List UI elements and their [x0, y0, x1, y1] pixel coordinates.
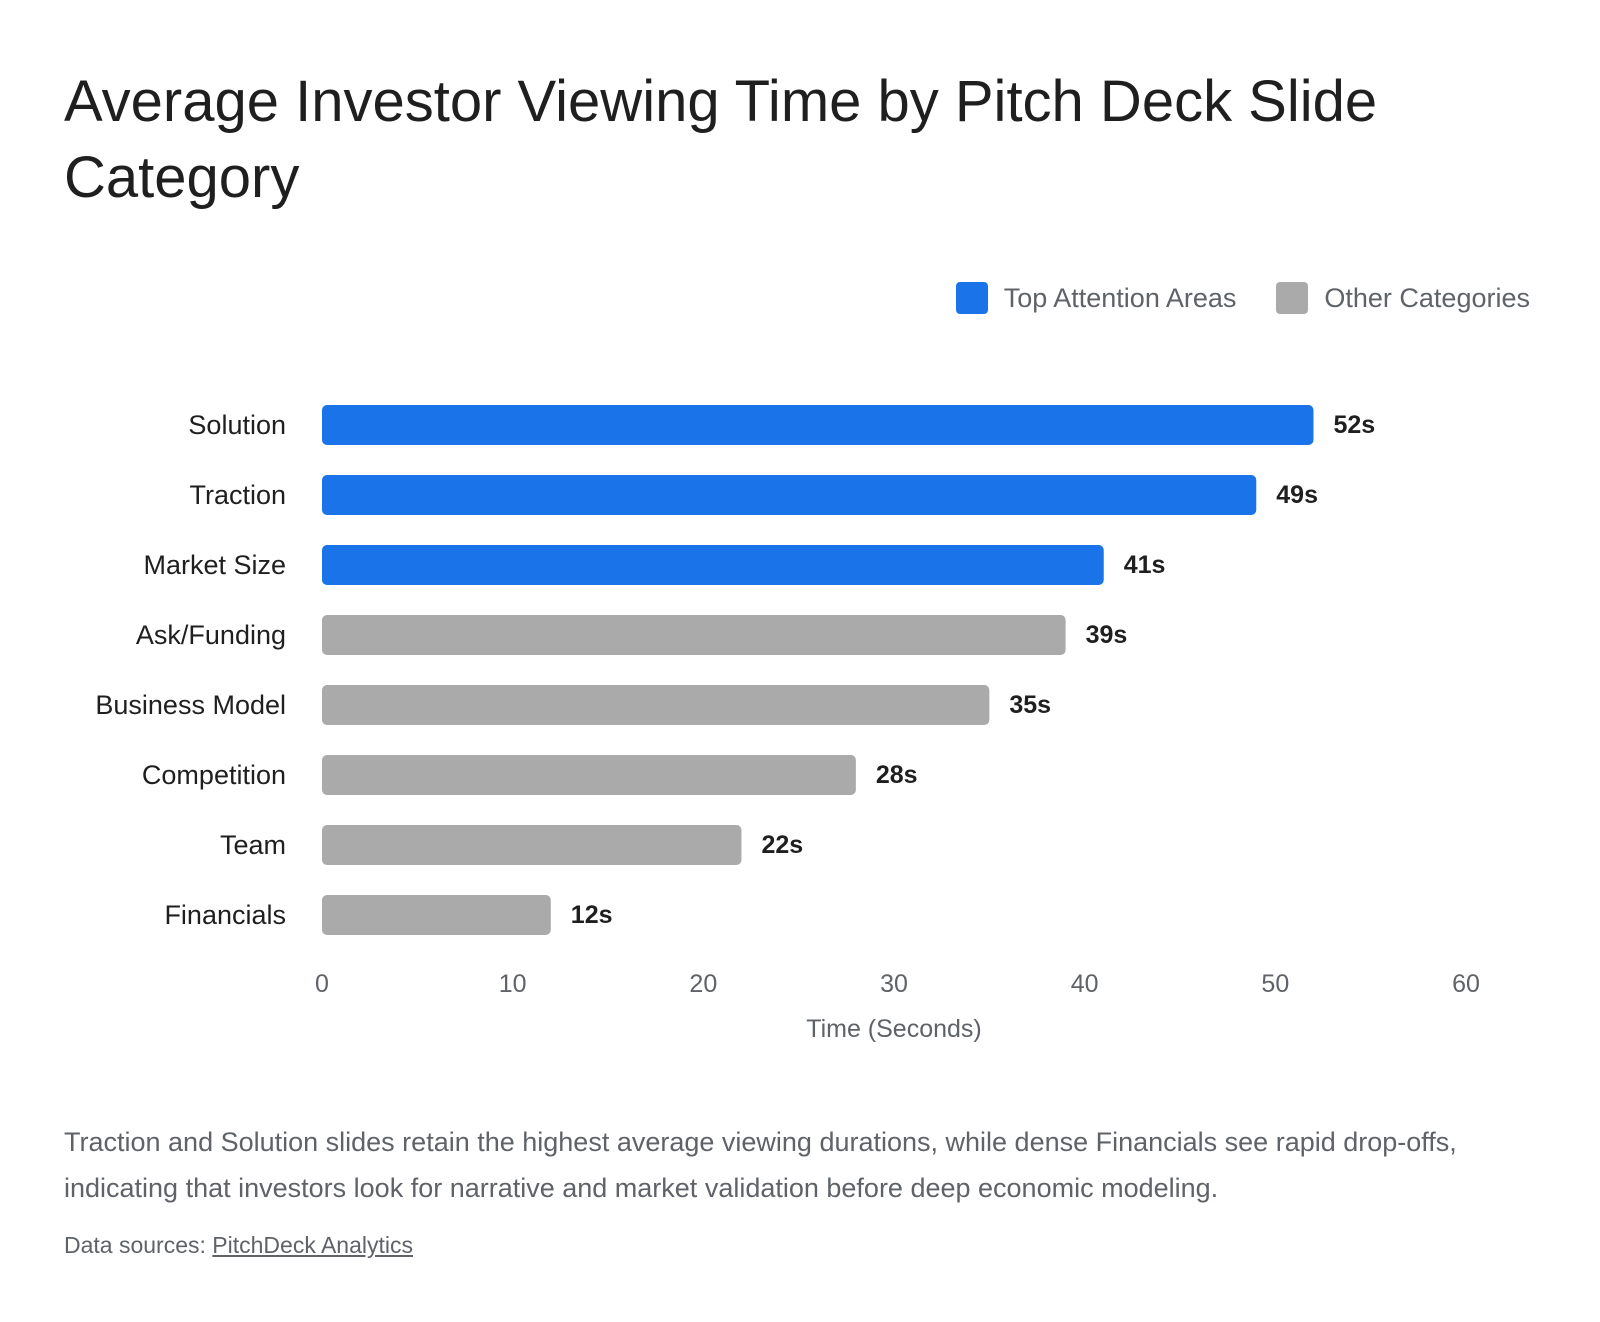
category-label-solution: Solution [188, 410, 286, 440]
bar-team [322, 825, 742, 865]
value-label-competition: 28s [876, 761, 918, 789]
category-label-traction: Traction [189, 480, 286, 510]
chart-title: Average Investor Viewing Time by Pitch D… [64, 69, 1378, 210]
legend-label-other-categories: Other Categories [1324, 282, 1530, 313]
value-label-business-model: 35s [1009, 691, 1051, 719]
x-tick-label: 30 [880, 970, 908, 998]
bar-competition [322, 755, 856, 795]
value-label-financials: 12s [571, 901, 613, 929]
category-label-team: Team [220, 830, 286, 860]
bar-traction [322, 475, 1257, 515]
legend-item-other-categories: Other Categories [1276, 282, 1530, 314]
chart-description: Traction and Solution slides retain the … [64, 1127, 1457, 1203]
x-tick-label: 60 [1452, 970, 1480, 998]
category-label-financials: Financials [164, 900, 286, 930]
value-label-ask-funding: 39s [1086, 621, 1128, 649]
data-sources-prefix: Data sources: [64, 1232, 213, 1258]
category-label-competition: Competition [142, 760, 286, 790]
value-label-solution: 52s [1333, 411, 1375, 439]
value-label-team: 22s [761, 831, 803, 859]
bar-business-model [322, 685, 990, 725]
legend-label-top-attention: Top Attention Areas [1003, 282, 1237, 313]
x-axis-title: Time (Seconds) [806, 1015, 982, 1043]
bar-ask-funding [322, 615, 1066, 655]
bar-market-size [322, 545, 1104, 585]
x-tick-label: 40 [1071, 970, 1099, 998]
category-label-business-model: Business Model [95, 690, 286, 720]
bar-chart: Solution 52s Traction 49s Market Size 41s Ask/… [95, 405, 1480, 1043]
value-label-market-size: 41s [1124, 551, 1166, 579]
x-tick-label: 50 [1261, 970, 1289, 998]
bar-solution [322, 405, 1314, 445]
data-sources: Data sources: PitchDeck Analytics [64, 1232, 413, 1259]
x-tick-label: 20 [689, 970, 717, 998]
chart-legend: Top Attention Areas Other Categories [955, 282, 1530, 314]
category-label-ask-funding: Ask/Funding [136, 620, 286, 650]
bar-financials [322, 895, 551, 935]
x-tick-label: 0 [315, 970, 329, 998]
x-tick-label: 10 [499, 970, 527, 998]
legend-swatch-top-attention [955, 282, 988, 314]
category-label-market-size: Market Size [143, 550, 286, 580]
data-source-link[interactable]: PitchDeck Analytics [212, 1232, 413, 1258]
legend-item-top-attention: Top Attention Areas [955, 282, 1237, 314]
legend-swatch-other-categories [1276, 282, 1309, 314]
value-label-traction: 49s [1276, 481, 1318, 509]
